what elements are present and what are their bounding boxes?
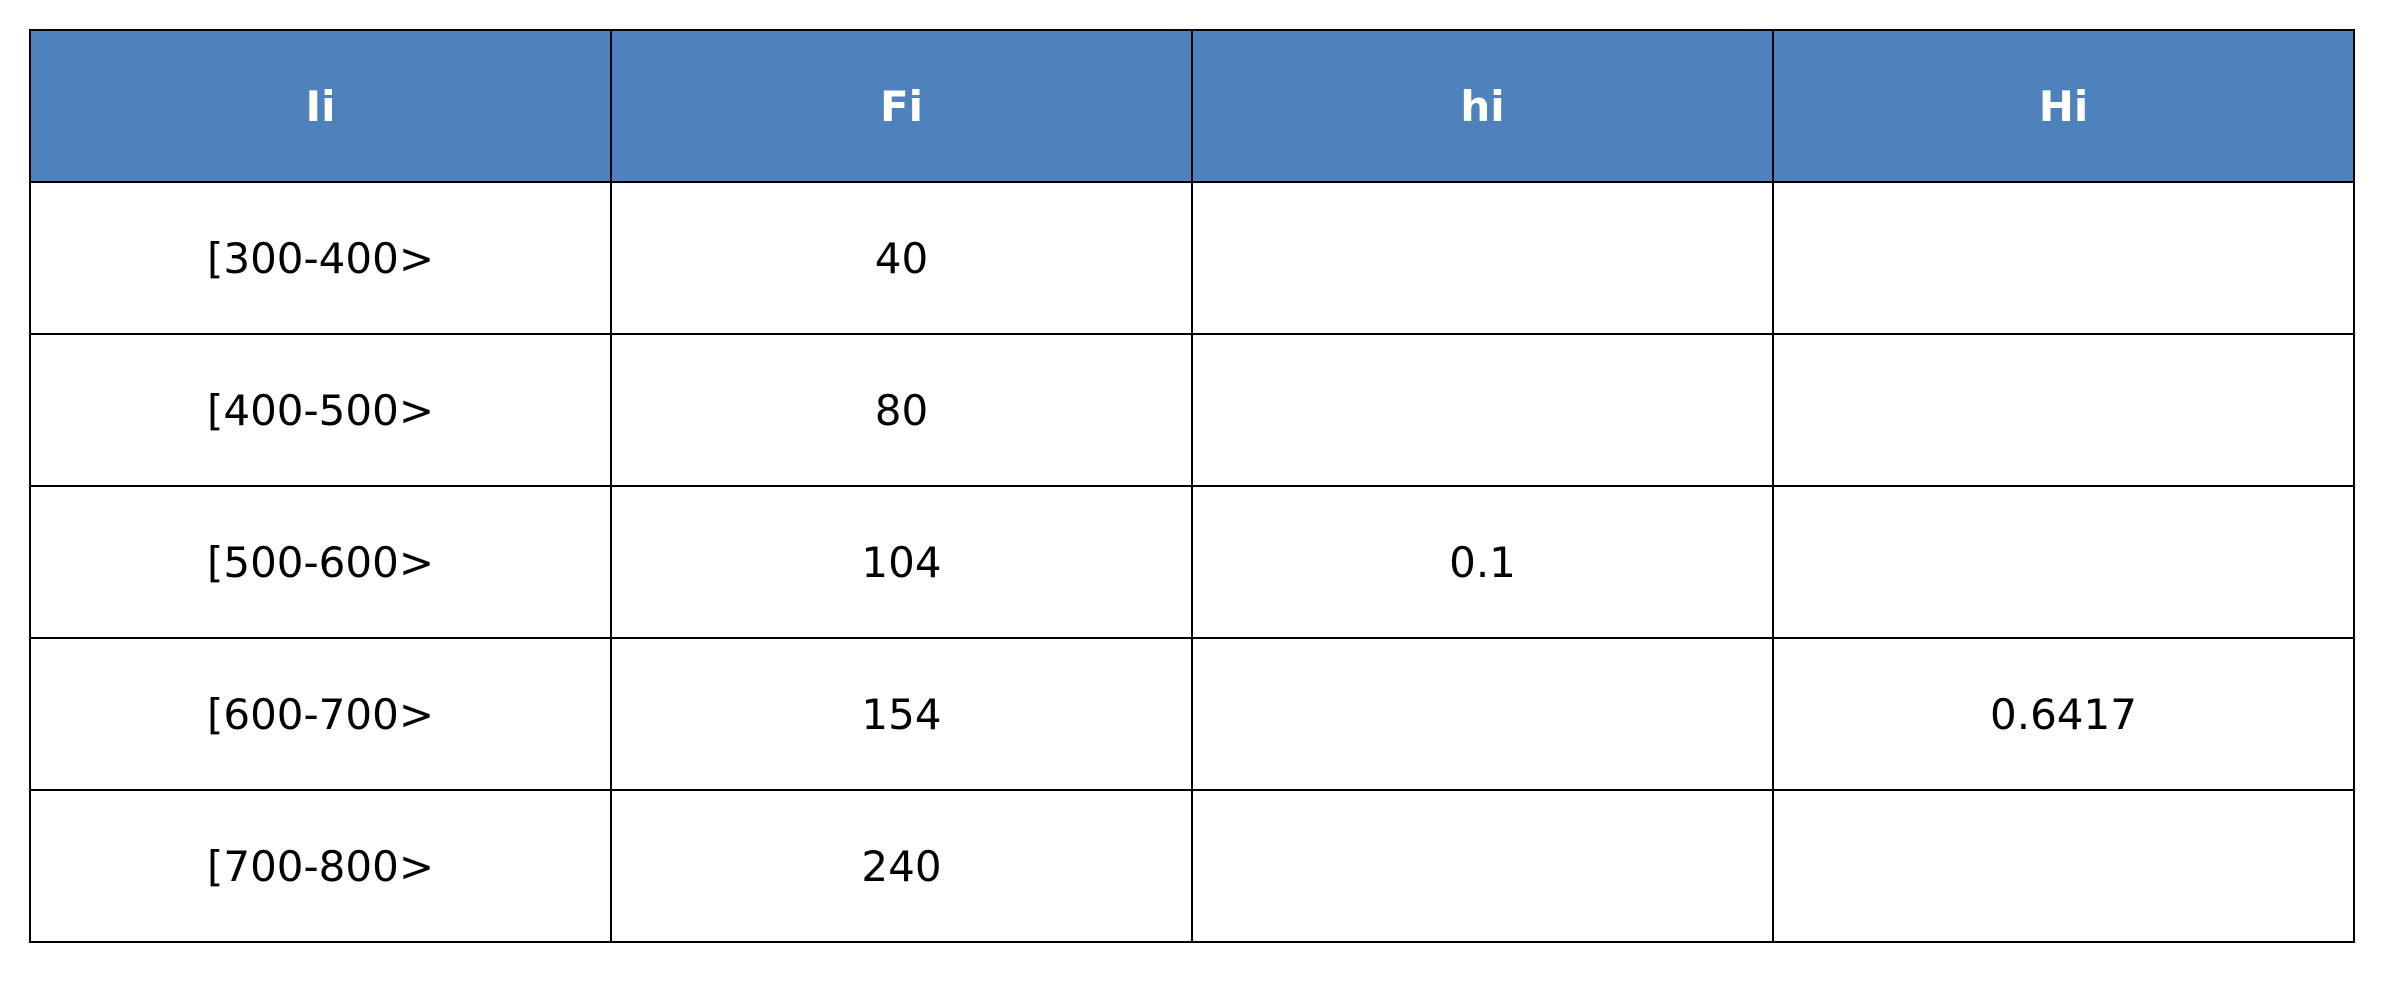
hi-relative-cell: 0.1: [1191, 485, 1774, 639]
interval-cell: [300-400>: [29, 181, 612, 335]
table-row: [600-700> 154 0.6417: [29, 637, 2355, 791]
fi-cell: 80: [610, 333, 1193, 487]
hi-cumulative-cell: [1772, 789, 2355, 943]
hi-cumulative-cell: [1772, 181, 2355, 335]
table-row: [400-500> 80: [29, 333, 2355, 487]
hi-cumulative-cell: [1772, 333, 2355, 487]
fi-cell: 240: [610, 789, 1193, 943]
interval-cell: [700-800>: [29, 789, 612, 943]
fi-cell: 40: [610, 181, 1193, 335]
interval-cell: [600-700>: [29, 637, 612, 791]
interval-cell: [500-600>: [29, 485, 612, 639]
column-header-hi-cumulative: Hi: [1772, 29, 2355, 183]
hi-cumulative-cell: 0.6417: [1772, 637, 2355, 791]
hi-relative-cell: [1191, 181, 1774, 335]
table-row: [300-400> 40: [29, 181, 2355, 335]
hi-relative-cell: [1191, 637, 1774, 791]
column-header-ii: Ii: [29, 29, 612, 183]
frequency-table: Ii Fi hi Hi [300-400> 40 [400-500> 80 [5…: [29, 29, 2355, 943]
fi-cell: 154: [610, 637, 1193, 791]
table-row: [700-800> 240: [29, 789, 2355, 943]
column-header-hi-relative: hi: [1191, 29, 1774, 183]
hi-relative-cell: [1191, 333, 1774, 487]
hi-relative-cell: [1191, 789, 1774, 943]
interval-cell: [400-500>: [29, 333, 612, 487]
hi-cumulative-cell: [1772, 485, 2355, 639]
table-row: [500-600> 104 0.1: [29, 485, 2355, 639]
table-header-row: Ii Fi hi Hi: [29, 29, 2355, 183]
column-header-fi: Fi: [610, 29, 1193, 183]
fi-cell: 104: [610, 485, 1193, 639]
